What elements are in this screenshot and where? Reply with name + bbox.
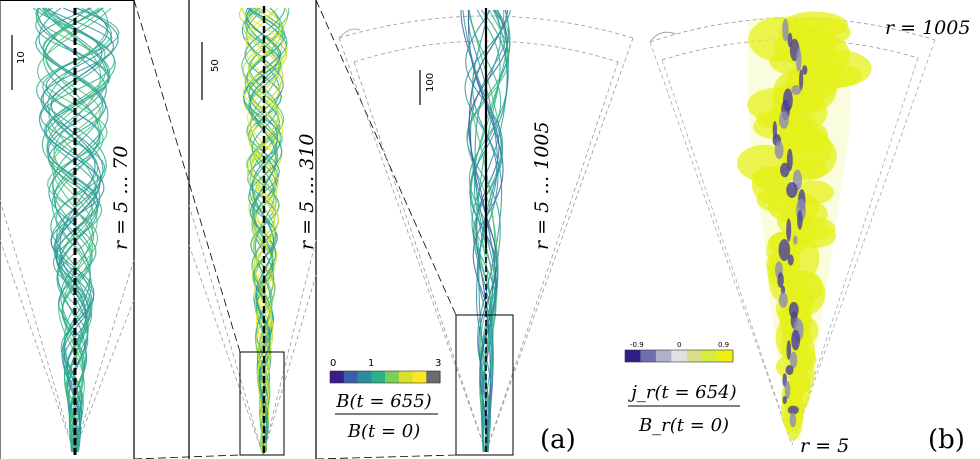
current-core [791, 329, 800, 351]
current-core [785, 365, 794, 375]
scale-label-2: 50 [210, 59, 221, 72]
scale-label-1: 10 [16, 51, 27, 64]
current-core [780, 162, 790, 178]
current-core [797, 210, 803, 230]
zoom-box-2 [239, 351, 285, 456]
zoom-connector-bottom-2 [315, 454, 457, 459]
zoom-connector-bottom-1 [133, 454, 241, 459]
current-core [791, 85, 802, 95]
zoom-connector-top-1 [133, 0, 241, 353]
field-line [245, 7, 282, 453]
field-line [462, 9, 503, 453]
colorbar-b-tick-1: 1 [368, 358, 374, 369]
colorbar-swatch [671, 350, 688, 362]
current-core [774, 141, 784, 159]
zoom-panel-2: 50 r = 5 … 310 [188, 0, 318, 459]
colorbar-swatch [385, 371, 400, 383]
range-label-3: r = 5 … 1005 [531, 121, 553, 250]
colorbar-j: -0.9 0 0.9 j_r(t = 654) B_r(t = 0) [624, 341, 740, 436]
colorbar-j-tick-1: 0 [677, 341, 681, 349]
current-core [787, 405, 799, 415]
current-core [799, 69, 804, 91]
current-core [778, 239, 791, 261]
field-line [47, 7, 109, 453]
field-lines-2 [238, 7, 290, 453]
zoom-box-3 [455, 314, 514, 456]
panel-a-label: (a) [540, 425, 576, 455]
colorbar-swatch [655, 350, 672, 362]
colorbar-swatch [371, 371, 386, 383]
current-core [789, 351, 798, 369]
colorbar-swatch [426, 371, 441, 383]
current-core [793, 235, 798, 245]
field-line [239, 7, 288, 453]
colorbar-j-denominator: B_r(t = 0) [638, 415, 729, 436]
current-core [789, 412, 797, 428]
field-line [247, 7, 283, 453]
current-core [782, 18, 789, 42]
colorbar-j-tick-0: -0.9 [630, 341, 644, 349]
colorbar-swatch [702, 350, 718, 362]
colorbar-b-denominator: B(t = 0) [347, 421, 420, 442]
current-core [786, 218, 792, 242]
colorbar-b-tick-2: 3 [435, 358, 441, 369]
colorbar-swatch [625, 350, 641, 362]
panel-b: r = 1005 r = 5 [649, 11, 970, 457]
current-core [782, 396, 787, 404]
field-line [41, 7, 107, 453]
current-core [777, 272, 784, 288]
colorbar-swatch [686, 350, 703, 362]
colorbar-swatch [717, 350, 734, 362]
r-bottom-label: r = 5 [800, 435, 849, 457]
field-line [47, 7, 103, 453]
current-core [795, 48, 802, 72]
current-core [784, 380, 791, 400]
field-line [42, 7, 104, 453]
colorbar-swatch [412, 371, 427, 383]
zoom-panel-3: 100 r = 5 … 1005 [338, 8, 634, 456]
zoom-panel-1: 10 r = 5 … 70 [0, 0, 135, 459]
current-density-blobs [736, 11, 872, 441]
field-line [468, 9, 509, 452]
current-core [787, 254, 794, 266]
current-core [780, 285, 786, 295]
current-core [778, 292, 788, 308]
field-line [468, 9, 502, 453]
field-line [469, 9, 509, 453]
colorbar-b-swatches [330, 371, 441, 383]
current-core [779, 111, 789, 129]
colorbar-swatch [357, 371, 372, 383]
field-line [460, 9, 504, 453]
scale-label-3: 100 [425, 73, 436, 92]
colorbar-swatch [640, 350, 657, 362]
field-line [471, 9, 508, 453]
colorbar-j-swatches [625, 350, 734, 362]
colorbar-swatch [330, 371, 345, 383]
current-core [802, 65, 808, 75]
colorbar-b-tick-0: 0 [330, 358, 336, 369]
current-core [786, 340, 792, 360]
current-core [786, 182, 798, 198]
colorbar-b: 0 1 3 B(t = 655) B(t = 0) [329, 358, 441, 442]
field-line [241, 7, 290, 453]
panel-b-label: (b) [928, 425, 965, 455]
colorbar-j-tick-2: 0.9 [718, 341, 729, 349]
range-label-1: r = 5 … 70 [110, 146, 132, 250]
field-line [45, 7, 103, 453]
field-line [245, 7, 282, 453]
colorbar-j-numerator: j_r(t = 654) [627, 382, 736, 403]
range-label-2: r = 5 … 310 [296, 133, 318, 250]
colorbar-swatch [398, 371, 414, 383]
colorbar-b-numerator: B(t = 655) [335, 391, 431, 412]
colorbar-swatch [343, 371, 359, 383]
r-top-label: r = 1005 [885, 17, 970, 39]
